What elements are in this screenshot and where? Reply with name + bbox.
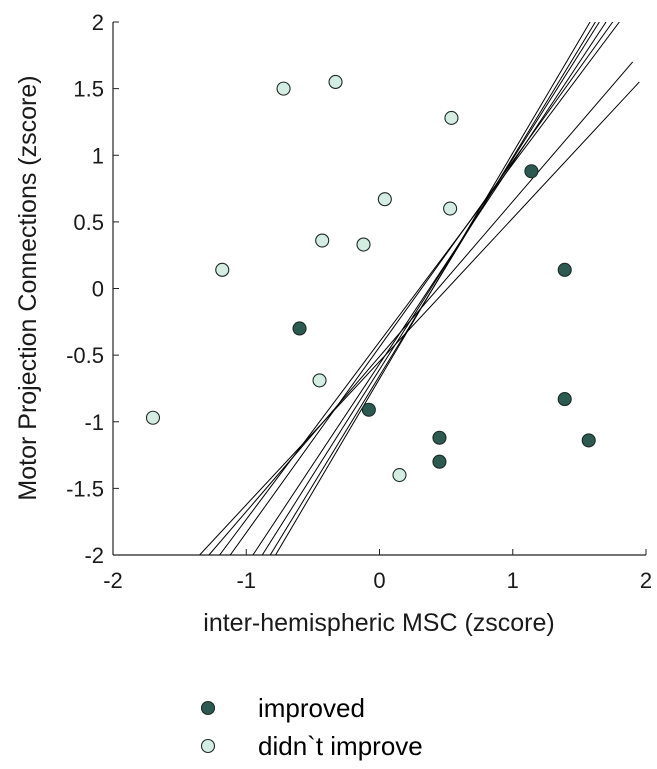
point-improved xyxy=(524,164,539,179)
legend: improved didn`t improve xyxy=(200,693,423,761)
y-tick-label: -1.5 xyxy=(66,476,104,501)
point-improved xyxy=(361,402,376,417)
y-tick-label: -0.5 xyxy=(66,343,104,368)
x-tick-label: 0 xyxy=(373,568,385,593)
y-tick-label: 0.5 xyxy=(73,210,104,235)
data-points xyxy=(145,74,596,483)
y-ticks: 2 1.5 1 0.5 0 -0.5 -1 -1.5 -2 xyxy=(66,10,119,568)
y-axis-label: Motor Projection Connections (zscore) xyxy=(14,75,42,500)
y-tick-label: 1 xyxy=(92,143,104,168)
point-improved xyxy=(292,321,307,336)
x-tick-label: -1 xyxy=(236,568,256,593)
x-axis-label: inter-hemispheric MSC (zscore) xyxy=(203,609,554,637)
point-didnt-improve xyxy=(145,410,161,425)
y-tick-label: 1.5 xyxy=(73,77,104,102)
point-didnt-improve xyxy=(443,201,458,216)
legend-label: improved xyxy=(258,693,365,723)
y-tick-label: -2 xyxy=(84,543,104,568)
y-tick-label: 2 xyxy=(92,10,104,35)
point-didnt-improve xyxy=(444,110,459,125)
fit-line xyxy=(219,22,620,555)
axes xyxy=(112,22,646,556)
fit-line xyxy=(252,22,607,555)
fit-line xyxy=(229,22,614,555)
point-didnt-improve xyxy=(356,237,371,252)
point-didnt-improve xyxy=(328,74,343,90)
point-improved xyxy=(432,430,447,445)
point-improved xyxy=(557,392,572,407)
x-tick-label: 1 xyxy=(507,568,519,593)
point-didnt-improve xyxy=(312,373,327,388)
point-didnt-improve xyxy=(215,262,230,277)
point-improved xyxy=(557,262,572,277)
point-improved xyxy=(432,454,447,469)
point-didnt-improve xyxy=(377,192,392,207)
fit-lines xyxy=(199,22,640,555)
point-didnt-improve xyxy=(315,233,330,248)
y-tick-label: -1 xyxy=(84,410,104,435)
fit-line xyxy=(199,81,640,555)
point-didnt-improve xyxy=(392,467,407,483)
legend-label: didn`t improve xyxy=(258,731,423,761)
point-improved xyxy=(581,433,596,448)
fit-line xyxy=(275,22,591,555)
x-tick-label: 2 xyxy=(640,568,652,593)
fit-line xyxy=(261,22,600,555)
x-ticks: -2 -1 0 1 2 xyxy=(103,549,652,593)
legend-marker xyxy=(200,738,216,754)
point-didnt-improve xyxy=(276,81,291,96)
y-tick-label: 0 xyxy=(92,277,104,302)
legend-marker xyxy=(200,700,216,716)
x-tick-label: -2 xyxy=(103,568,123,593)
